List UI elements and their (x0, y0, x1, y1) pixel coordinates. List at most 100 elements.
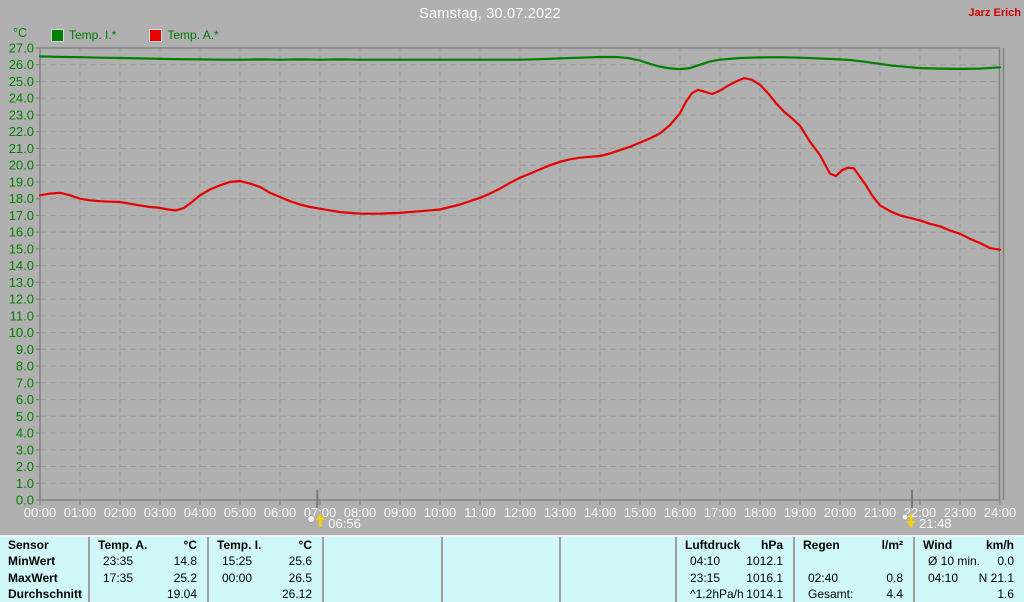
x-tick-label: 16:00 (664, 505, 697, 520)
group-header-wind: Wind km/h (915, 537, 1024, 553)
gridlines (40, 48, 1000, 500)
row-value: 1016.1 (746, 570, 783, 585)
statistics-table: Sensor MinWert MaxWert Durchschnitt Temp. A.… (0, 535, 1024, 602)
legend-swatch-temp-inside-icon (51, 28, 64, 42)
x-axis: 00:00 01:00 02:00 03:00 04:00 05:00 06:00 07:00… (24, 500, 1017, 520)
y-tick-label: 5.0 (16, 409, 34, 424)
group-unit: km/h (985, 538, 1014, 553)
group-unit: °C (298, 538, 312, 553)
row-value: 26.5 (288, 570, 312, 585)
row-time: 00:00 (222, 570, 253, 585)
y-tick-label: 27.0 (9, 41, 34, 56)
row-value: 1.6 (997, 586, 1014, 601)
x-tick-label: 13:00 (544, 505, 577, 520)
group-row: 15:25 25.6 (209, 553, 322, 569)
row-value: 1012.1 (746, 554, 783, 569)
row-value: 14.8 (173, 554, 197, 569)
table-group-empty-3 (441, 537, 559, 602)
x-tick-label: 19:00 (784, 505, 817, 520)
row-value: 25.2 (173, 570, 197, 585)
x-tick-label: 14:00 (584, 505, 617, 520)
table-row-label: MinWert (8, 554, 56, 569)
y-tick-label: 17.0 (9, 208, 34, 223)
row-time: Ø 10 min. (928, 554, 981, 569)
row-value: N 21.1 (978, 570, 1014, 585)
group-row: 19.04 (90, 586, 207, 602)
group-row: 23:15 1016.1 (677, 570, 793, 586)
legend-swatch-temp-outside-icon (149, 28, 163, 42)
row-time: Gesamt: (808, 586, 854, 601)
group-row (443, 586, 559, 602)
y-tick-label: 26.0 (9, 57, 34, 72)
x-tick-label: 03:00 (144, 505, 177, 520)
x-tick-label: 15:00 (624, 505, 657, 520)
group-name: Regen (803, 538, 840, 553)
sunrise-time-label: 06:56 (328, 516, 361, 531)
x-tick-label: 18:00 (744, 505, 777, 520)
group-row (795, 553, 913, 569)
y-tick-label: 10.0 (9, 325, 34, 340)
owner-label: Jarz Erich (968, 7, 1021, 19)
group-unit: °C (183, 538, 197, 553)
group-header-temp-a: Temp. A. °C (90, 537, 207, 553)
group-row (561, 553, 675, 569)
row-time: 15:25 (222, 554, 253, 569)
legend-item-temp-outside: Temp. A.* (149, 28, 219, 42)
table-header-sensor: Sensor (8, 538, 49, 553)
group-header-temp-i: Temp. I. °C (209, 537, 322, 553)
y-tick-label: 6.0 (16, 392, 34, 407)
y-tick-label: 13.0 (9, 275, 34, 290)
y-tick-label: 18.0 (9, 191, 34, 206)
chart-legend: Temp. I.* Temp. A.* (51, 28, 219, 42)
sunset-marker: 21:48 (901, 490, 952, 531)
table-group-regen: Regen l/m² 02:40 0.8 Gesamt: 4.4 (793, 537, 913, 602)
group-row: 04:10 N 21.1 (915, 570, 1024, 586)
y-tick-label: 21.0 (9, 141, 34, 156)
y-tick-label: 2.0 (16, 459, 34, 474)
sensor-label-column: Sensor MinWert MaxWert Durchschnitt (0, 537, 88, 602)
x-tick-label: 24:00 (984, 505, 1017, 520)
y-tick-label: 7.0 (16, 375, 34, 390)
group-row (443, 570, 559, 586)
x-tick-label: 11:00 (464, 505, 496, 520)
sunset-time-label: 21:48 (919, 516, 952, 531)
group-row: Gesamt: 4.4 (795, 586, 913, 602)
page-title: Samstag, 30.07.2022 (419, 6, 561, 22)
legend-item-temp-inside: Temp. I.* (51, 28, 116, 42)
sunrise-marker: 06:56 (307, 490, 361, 531)
x-tick-label: 08:00 (344, 505, 377, 520)
row-time: 23:15 (690, 570, 721, 585)
y-tick-label: 11.0 (10, 308, 34, 323)
group-name: Temp. A. (98, 538, 148, 553)
group-row: 23:35 14.8 (90, 553, 207, 569)
y-tick-label: 12.0 (9, 292, 34, 307)
table-group-empty-2 (322, 537, 441, 602)
plot-border (39, 47, 1005, 501)
group-header-regen: Regen l/m² (795, 537, 913, 553)
group-row (324, 586, 441, 602)
x-tick-label: 01:00 (64, 505, 97, 520)
series-temp-outside (38, 76, 1002, 251)
x-tick-label: 17:00 (704, 505, 737, 520)
temperature-chart: 0.01.02.03.04.05.06.07.08.09.010.011.012… (9, 41, 1017, 532)
y-tick-label: 3.0 (16, 442, 34, 457)
group-row (324, 570, 441, 586)
y-tick-label: 20.0 (9, 158, 34, 173)
y-tick-label: 22.0 (9, 124, 34, 139)
table-group-luftdruck: Luftdruck hPa 04:10 1012.1 23:15 1016.1 ^1.2hP… (675, 537, 793, 602)
group-row: 04:10 1012.1 (677, 553, 793, 569)
x-tick-label: 05:00 (224, 505, 257, 520)
group-row: ^1.2hPa/h 1014.1 (677, 586, 793, 602)
group-unit: hPa (760, 538, 783, 553)
y-tick-label: 16.0 (9, 225, 34, 240)
row-time: 23:35 (103, 554, 134, 569)
group-row: Ø 10 min. 0.0 (915, 553, 1024, 569)
legend-label-temp-outside: Temp. A.* (167, 28, 219, 42)
group-row (561, 586, 675, 602)
row-value: 0.8 (886, 570, 903, 585)
group-row (561, 570, 675, 586)
row-time: 02:40 (808, 570, 839, 585)
x-tick-label: 04:00 (184, 505, 217, 520)
group-header-empty-3 (443, 537, 559, 553)
table-group-empty-4 (559, 537, 675, 602)
